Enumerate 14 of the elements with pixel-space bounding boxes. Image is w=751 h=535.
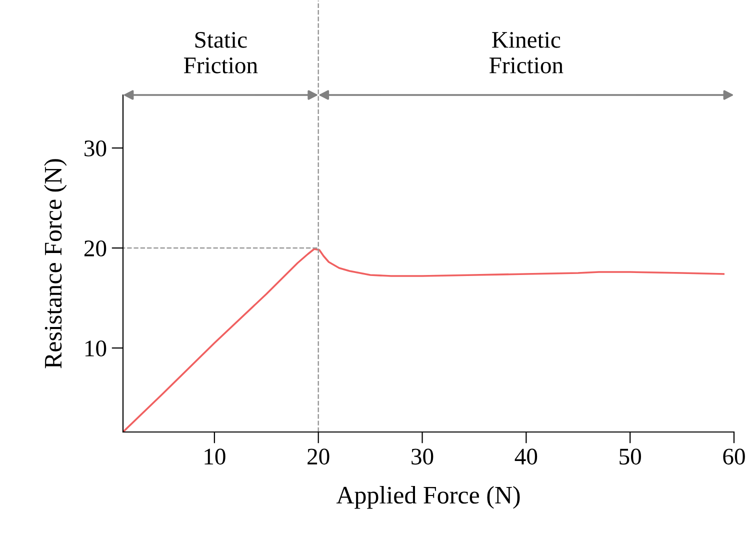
x-tick-label: 20 xyxy=(308,448,330,465)
x-axis-title: Applied Force (N) xyxy=(336,486,520,509)
x-tick-label: 60 xyxy=(723,448,745,465)
x-tick-label: 10 xyxy=(204,448,226,465)
y-axis-title: Resistance Force (N) xyxy=(44,159,67,368)
text: Kinetic Friction xyxy=(489,32,564,74)
text: Static Friction xyxy=(184,32,258,74)
y-tick-label: 20 xyxy=(84,240,106,256)
x-tick-label: 30 xyxy=(412,448,434,465)
y-tick-label: 30 xyxy=(84,140,106,156)
y-tick-label: 10 xyxy=(85,340,106,356)
line-series xyxy=(123,248,725,432)
x-tick-label: 50 xyxy=(620,448,641,465)
x-tick-label: 40 xyxy=(514,448,538,465)
